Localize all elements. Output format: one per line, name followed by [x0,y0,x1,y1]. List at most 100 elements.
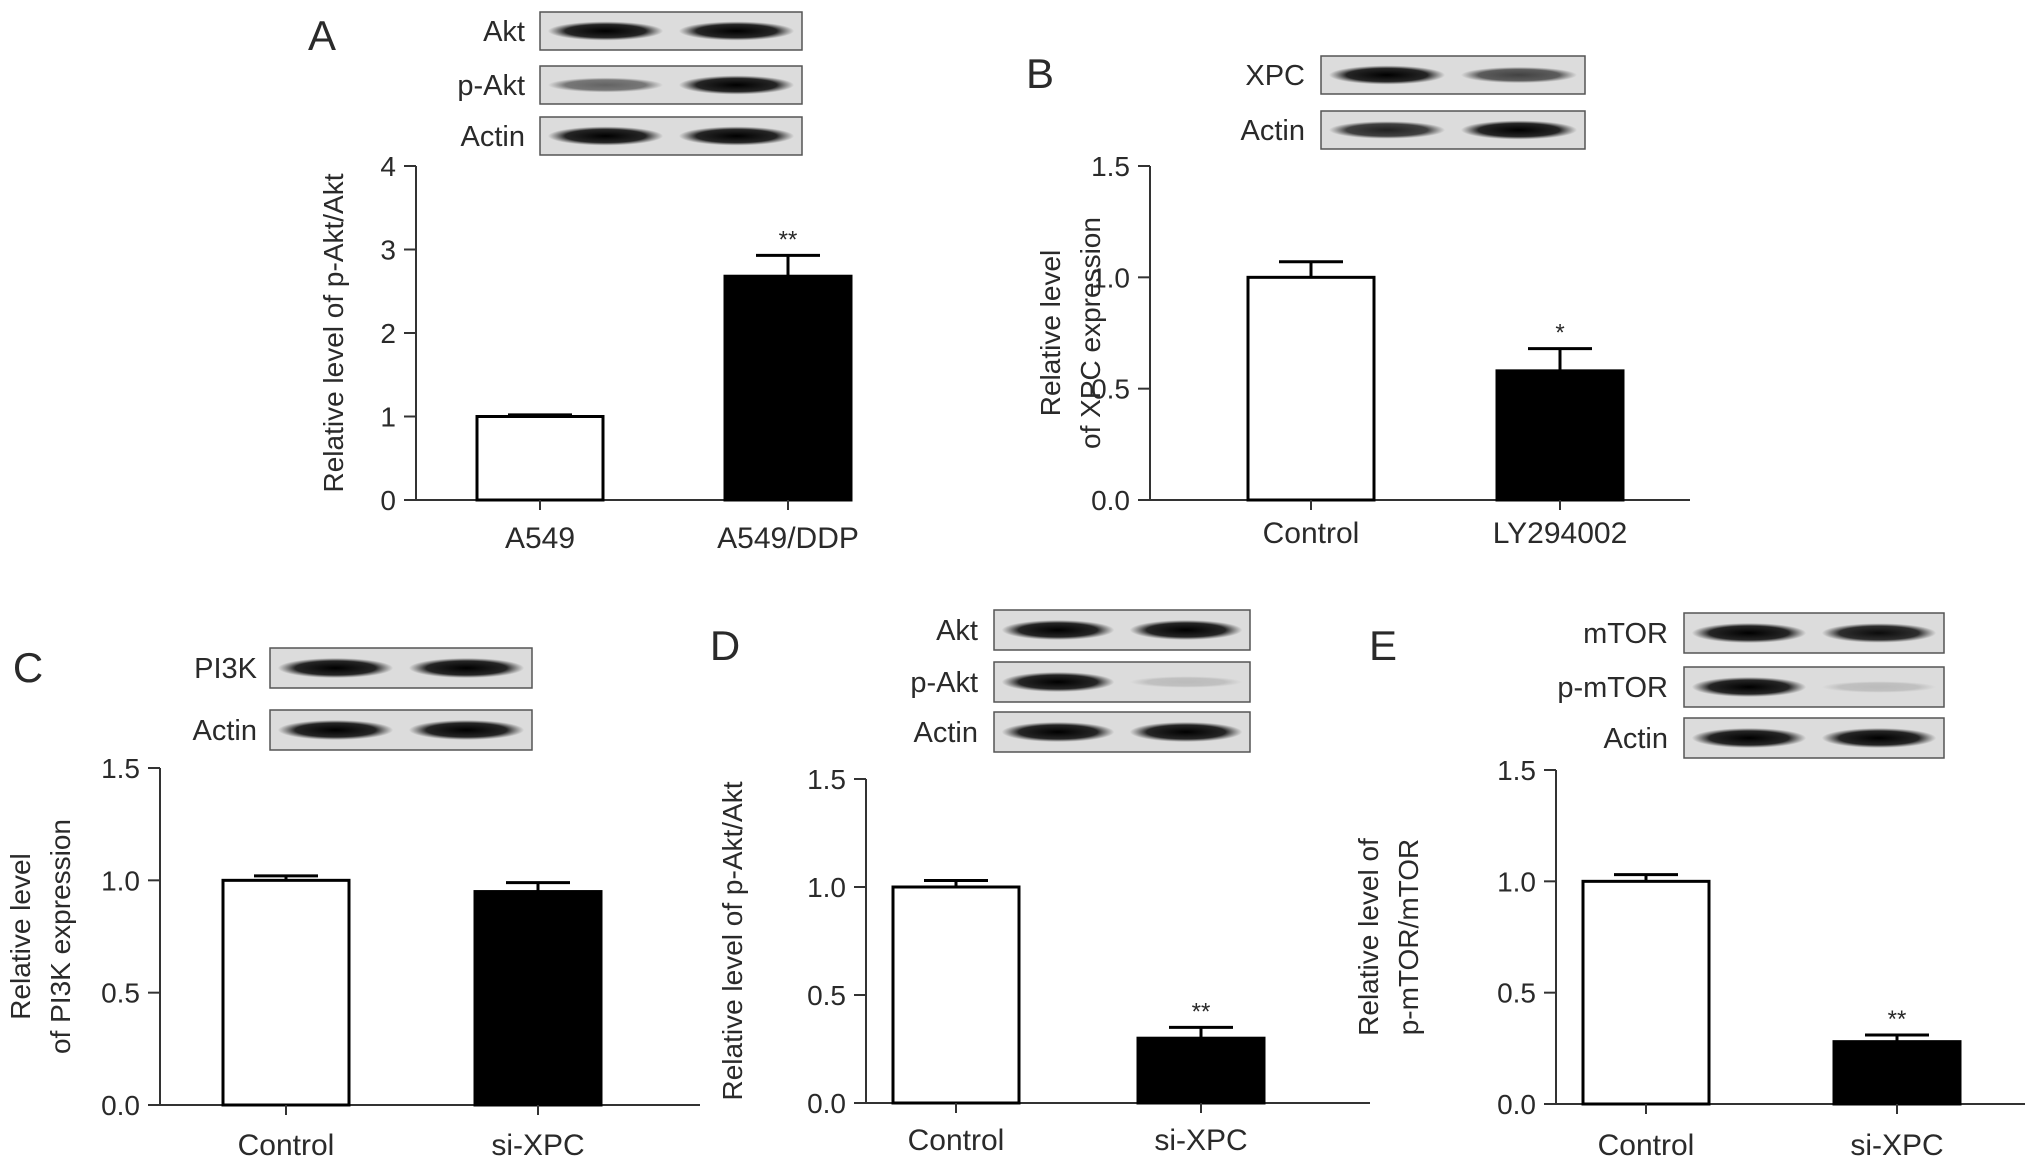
blot-band [277,658,394,678]
x-tick-label: si-XPC [1154,1124,1247,1157]
western-blot: PI3K Actin [193,647,533,751]
blot-band [1691,728,1807,748]
y-tick-label: 0.0 [1091,485,1130,516]
panel-letter: D [710,622,740,669]
western-blot: XPC Actin [1241,55,1586,150]
panel-a: A Akt p-Akt Actin 0 1 2 3 4 Relative level of p-A… [308,11,859,555]
y-tick-label: 1.5 [807,764,846,795]
western-blot: mTOR p-mTOR Actin [1557,612,1945,759]
blot-band [1460,66,1578,84]
y-tick-label: 3 [380,235,396,266]
y-tick-label: 1.0 [1091,262,1130,293]
y-tick-label: 0 [380,485,396,516]
western-blot: Akt p-Akt Actin [910,609,1251,753]
y-tick-label: 1.5 [1091,151,1130,182]
significance-marker: ** [1888,1006,1907,1033]
y-tick-label: 0.5 [807,980,846,1011]
blot-band [1001,620,1115,640]
y-tick-label: 0.5 [1497,978,1536,1009]
blot-row-label: mTOR [1583,618,1668,650]
x-tick-label: A549 [505,522,575,555]
y-tick-label: 1.5 [101,753,140,784]
blot-row-label: Actin [1241,115,1305,147]
x-tick-label: Control [908,1124,1005,1157]
bar-control [891,885,1021,1105]
x-tick-label: si-XPC [491,1129,584,1162]
significance-marker: * [1555,320,1564,347]
blot-band [1821,681,1937,693]
blot-row-label: Akt [936,615,978,647]
y-tick-label: 1.0 [101,865,140,896]
blot-row-label: Akt [483,16,525,48]
blot-band [547,21,664,41]
blot-band [1001,722,1115,742]
blot-band [408,720,525,740]
x-tick-label: Control [1598,1129,1695,1162]
blot-row-label: p-mTOR [1557,672,1668,704]
blot-row-label: PI3K [194,653,258,685]
blot-row-label: XPC [1245,60,1305,92]
significance-marker: ** [1192,998,1211,1025]
panel-b: B XPC Actin 0.0 0.5 1.0 1.5 Relative level of XP… [1026,50,1690,550]
x-tick-label: si-XPC [1850,1129,1943,1162]
blot-band [678,75,795,95]
blot-band [1691,677,1807,697]
bar-control [1246,275,1376,502]
y-axis-label: p-mTOR/mTOR [1393,839,1424,1036]
western-blot: Akt p-Akt Actin [457,11,803,156]
bar-control [1581,879,1711,1106]
blot-row-label: Actin [193,715,257,747]
bar-ly294002 [1495,369,1625,502]
blot-row-label: p-Akt [457,70,525,102]
panel-letter: C [13,644,43,691]
y-tick-label: 1.0 [807,872,846,903]
panel-letter: E [1369,622,1397,669]
y-axis-label: of XPC expression [1075,217,1106,449]
y-tick-label: 4 [380,151,396,182]
y-tick-label: 0.0 [101,1090,140,1121]
panel-c: C PI3K Actin 0.0 0.5 1.0 1.5 Relative level of P… [5,644,700,1162]
bar-si-xpc [1136,1036,1266,1105]
y-axis-label: Relative level of p-Akt/Akt [717,781,748,1100]
y-tick-label: 1.0 [1497,866,1536,897]
blot-band [1328,121,1446,139]
y-tick-label: 0.0 [1497,1089,1536,1120]
y-axis-label: Relative level of [1353,838,1384,1036]
significance-marker: ** [779,226,798,253]
blot-band [1129,722,1243,742]
bar-a549-ddp [723,274,853,502]
blot-row-label: Actin [914,717,978,749]
y-tick-label: 0.5 [101,978,140,1009]
x-tick-label: LY294002 [1493,517,1628,550]
blot-band [1328,65,1446,85]
bar-a549 [475,415,605,502]
blot-band [1129,620,1243,640]
x-tick-label: Control [238,1129,335,1162]
blot-row-label: p-Akt [910,667,978,699]
blot-band [1821,623,1937,643]
blot-band [1001,672,1115,692]
x-tick-label: A549/DDP [717,522,859,555]
blot-band [1460,120,1578,140]
bar-si-xpc [1832,1040,1962,1106]
y-tick-label: 0.5 [1091,374,1130,405]
y-axis-label: Relative level [1035,250,1066,417]
panel-letter: A [308,12,336,59]
y-tick-label: 1.5 [1497,755,1536,786]
blot-row-label: Actin [461,121,525,153]
bar-si-xpc [473,890,603,1107]
blot-band [1691,623,1807,643]
y-tick-label: 1 [380,402,396,433]
bar-control [221,878,351,1107]
y-axis-label: Relative level [5,853,36,1020]
blot-band [547,126,664,146]
blot-band [1129,676,1243,688]
blot-band [1821,728,1937,748]
blot-band [408,658,525,678]
panel-d: D Akt p-Akt Actin 0.0 0.5 1.0 1.5 Relative level… [710,609,1370,1157]
blot-band [678,126,795,146]
blot-band [678,21,795,41]
y-axis-label: of PI3K expression [45,819,76,1054]
